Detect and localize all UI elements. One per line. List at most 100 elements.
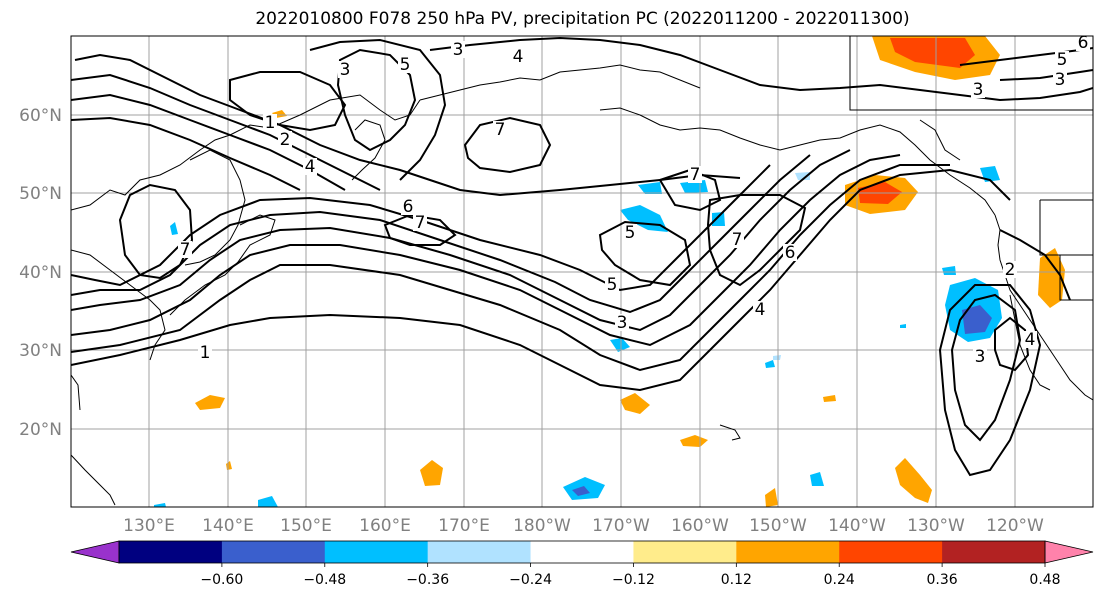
precip-positive-area <box>680 435 708 447</box>
contour-label-background <box>178 241 192 258</box>
pv-contour-label: 3 <box>973 80 984 100</box>
map-title: 2022010800 F078 250 hPa PV, precipitatio… <box>255 9 910 29</box>
colorbar-frame <box>118 540 1046 564</box>
colorbar-segment <box>119 541 223 563</box>
contour-label-background <box>688 166 702 183</box>
coastline <box>351 119 386 181</box>
coastline <box>71 374 81 411</box>
pv-contour <box>429 36 1093 102</box>
colorbar-extend-low <box>70 540 120 564</box>
colorbar: −0.60 −0.48 −0.36 −0.24 −0.12 0.12 0.24 0.36 0.4… <box>70 540 1094 588</box>
pv-contour <box>706 194 807 287</box>
precip-negative-core <box>962 305 992 334</box>
pv-contours <box>71 36 1093 477</box>
pv-contour <box>598 220 692 287</box>
pv-contour <box>71 154 811 314</box>
pv-contour-label: 1 <box>200 343 211 363</box>
coastline <box>184 149 246 266</box>
latitude-label: 20°N <box>19 420 62 440</box>
precip-positive-area <box>620 393 650 414</box>
pv-contour-label: 5 <box>625 223 636 243</box>
colorbar-tick-label: 0.36 <box>927 572 958 588</box>
colorbar-segment <box>324 541 429 563</box>
pv-contour <box>994 316 1030 372</box>
longitude-labels: 130°E 140°E 150°E 160°E 170°E 180°W 170°W 160°W… <box>123 516 1044 536</box>
contour-label-background <box>1023 331 1037 348</box>
pv-contour <box>336 48 417 152</box>
coastline <box>994 214 1093 401</box>
contour-label-background <box>278 131 292 148</box>
colorbar-extend-high <box>1044 540 1094 564</box>
pv-contour-label: 7 <box>690 165 701 185</box>
precip-negative-area <box>712 212 725 226</box>
pv-contour-label: 5 <box>607 275 618 295</box>
precip-negative-core <box>572 486 590 496</box>
pv-contour <box>74 53 741 197</box>
pv-contour <box>71 168 1011 392</box>
longitude-label: 170°W <box>592 516 650 536</box>
latitude-label: 60°N <box>19 106 62 126</box>
precip-negative-area <box>170 222 178 235</box>
colorbar-tick-label: −0.12 <box>612 572 655 588</box>
pv-contour-label: 7 <box>415 213 426 233</box>
map-frame <box>70 35 1094 508</box>
longitude-label: 160°W <box>671 516 729 536</box>
pv-contour-label: 3 <box>453 40 464 60</box>
colorbar-tick-label: −0.24 <box>509 572 552 588</box>
contour-label-background <box>1055 51 1069 68</box>
colorbar-segment <box>633 541 737 563</box>
contour-label-background <box>413 214 427 231</box>
pv-contour-label: 1 <box>265 113 276 133</box>
pv-contour-label: 4 <box>1025 330 1036 350</box>
contour-label-background <box>973 348 987 365</box>
precip-negative-area <box>942 266 956 275</box>
precip-negative-area <box>900 324 906 328</box>
colorbar-tick-label: −0.60 <box>200 572 243 588</box>
longitude-label: 120°W <box>986 516 1044 536</box>
contour-label-background <box>401 198 415 215</box>
contour-label-background <box>451 41 465 58</box>
coastline <box>849 36 1093 111</box>
coastline <box>599 107 996 216</box>
pv-contour-label: 6 <box>403 197 414 217</box>
coastline <box>419 64 701 101</box>
precip-positive-core <box>890 38 975 68</box>
precip-positive-area <box>420 460 443 486</box>
contour-label-background <box>303 158 317 175</box>
pv-contour-label: 7 <box>180 240 191 260</box>
pv-contour-label: 7 <box>732 230 743 250</box>
contour-label-background <box>198 344 212 361</box>
coastline <box>1059 255 1093 301</box>
pv-contour-label: 6 <box>1078 33 1089 53</box>
contour-label-background <box>511 48 525 65</box>
pv-contour <box>71 73 381 191</box>
pv-contour-label: 3 <box>340 60 351 80</box>
pv-contour-label: 4 <box>513 47 524 67</box>
longitude-label: 130°E <box>123 516 175 536</box>
coastline <box>71 454 116 506</box>
pv-contour-label: 2 <box>280 130 291 150</box>
contour-label-background <box>1076 34 1090 51</box>
pv-contour <box>229 71 347 132</box>
contour-label-background <box>615 314 629 331</box>
contour-label-background <box>730 231 744 248</box>
coastline <box>919 119 961 161</box>
pv-contour-label: 7 <box>495 120 506 140</box>
pv-contour-label: 5 <box>400 55 411 75</box>
precip-positive-area <box>823 395 836 402</box>
precip-negative-area <box>765 360 775 368</box>
pv-contour <box>309 38 447 181</box>
precip-negative-area <box>610 338 630 352</box>
colorbar-segment <box>942 541 1046 563</box>
pv-contour <box>999 229 1071 301</box>
precip-negative-area <box>154 503 166 507</box>
longitude-label: 130°W <box>907 516 965 536</box>
precip-negative-area <box>258 496 278 507</box>
coastline <box>719 424 741 441</box>
longitude-label: 140°W <box>828 516 886 536</box>
pv-contour-label: 6 <box>785 243 796 263</box>
coastline <box>1039 200 1093 256</box>
pv-contour <box>71 164 950 372</box>
